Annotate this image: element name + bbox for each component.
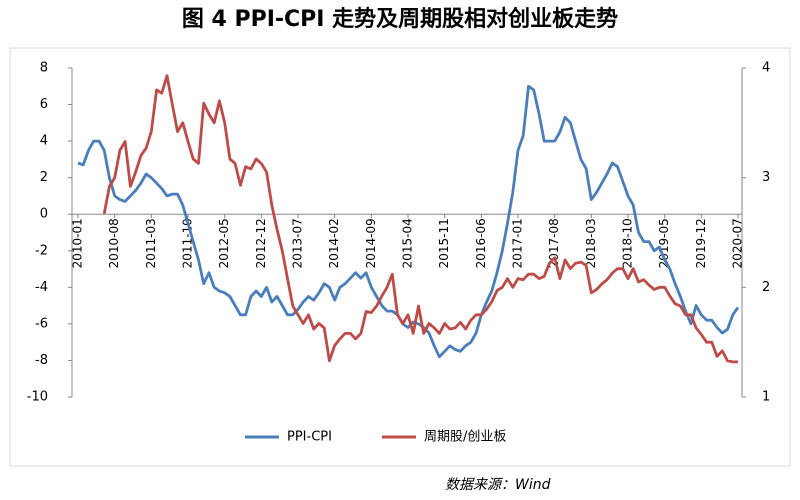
legend-label: 周期股/创业板 [424,430,506,445]
x-tick-label: 2018-03 [584,218,598,268]
y2-tick-label: 3 [762,170,770,185]
series-line [102,74,738,364]
chart-frame [9,47,791,467]
chart-title: 图 4 PPI-CPI 走势及周期股相对创业板走势 [182,6,618,32]
x-tick-label: 2010-08 [107,218,121,268]
series-line [77,84,740,359]
x-tick-label: 2018-10 [621,218,635,268]
y-tick-label: 0 [40,207,48,222]
x-tick-label: 2013-07 [291,218,305,268]
x-tick-label: 2019-05 [657,218,671,268]
x-tick-label: 2020-07 [731,218,745,268]
x-tick-label: 2015-11 [437,218,451,268]
source-note: 数据来源：Wind [445,477,551,493]
legend-label: PPI-CPI [287,430,332,445]
x-tick-label: 2016-06 [474,218,488,268]
x-tick-label: 2017-08 [547,218,561,268]
x-tick-label: 2014-09 [364,218,378,268]
x-tick-label: 2019-12 [694,218,708,268]
y-tick-label: 6 [40,97,48,112]
y-tick-label: 8 [40,61,48,76]
y-tick-label: -2 [35,243,48,258]
y-tick-label: -6 [35,316,48,331]
y2-tick-label: 2 [762,280,770,295]
y-tick-label: 4 [40,134,48,149]
x-tick-label: 2012-12 [254,218,268,268]
x-tick-label: 2010-01 [71,218,85,268]
x-tick-label: 2014-02 [327,218,341,268]
y-tick-label: -10 [27,390,48,405]
y-tick-label: -4 [35,280,48,295]
y2-tick-label: 4 [762,61,770,76]
x-tick-label: 2012-05 [217,218,231,268]
x-tick-label: 2017-01 [511,218,525,268]
y-tick-label: 2 [40,170,48,185]
x-tick-label: 2015-04 [401,218,415,268]
y-tick-label: -8 [35,353,48,368]
x-tick-label: 2011-03 [144,218,158,268]
y2-tick-label: 1 [762,390,770,405]
